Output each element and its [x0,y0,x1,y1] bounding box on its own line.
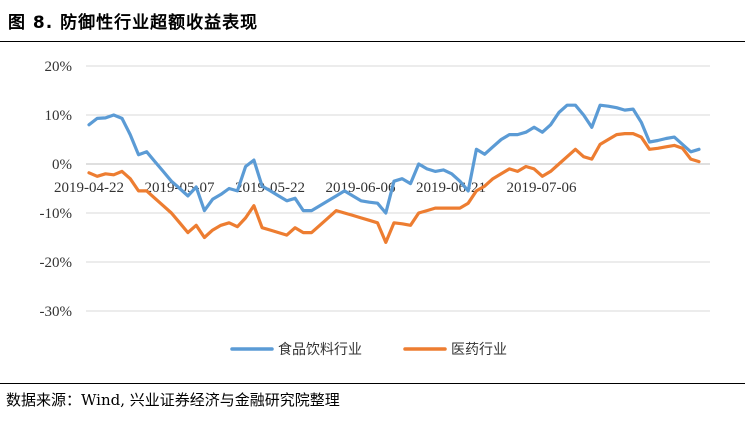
x-tick-label: 2019-06-06 [326,180,396,196]
series-line-0 [87,103,701,215]
y-tick-label: 20% [45,59,73,75]
top-rule [0,41,745,42]
x-tick-label: 2019-04-22 [54,180,124,196]
line-chart: 20%10%0%-10%-20%-30% 2019-04-22 2019-05-0… [40,59,710,358]
series-line-1 [87,132,701,244]
figure-title: 图 8. 防御性行业超额收益表现 [8,13,259,33]
y-tick-label: -10% [40,206,73,222]
legend: 食品饮料行业 医药行业 [230,341,507,358]
bottom-rule [0,383,745,384]
y-tick-label: -30% [40,304,73,320]
x-tick-label: 2019-05-22 [235,180,305,196]
source-note: 数据来源：Wind, 兴业证券经济与金融研究院整理 [6,391,340,409]
x-tick-label: 2019-07-06 [507,180,577,196]
y-axis: 20% 10% 0% -10% -20% -30% [40,59,73,320]
legend-label: 食品饮料行业 [278,341,362,358]
y-tick-label: 0% [52,157,72,173]
y-tick-label: -20% [40,255,73,271]
y-tick-label: 10% [45,108,73,124]
legend-label: 医药行业 [451,342,507,358]
grid-lines [86,65,710,312]
series-lines [87,103,701,244]
